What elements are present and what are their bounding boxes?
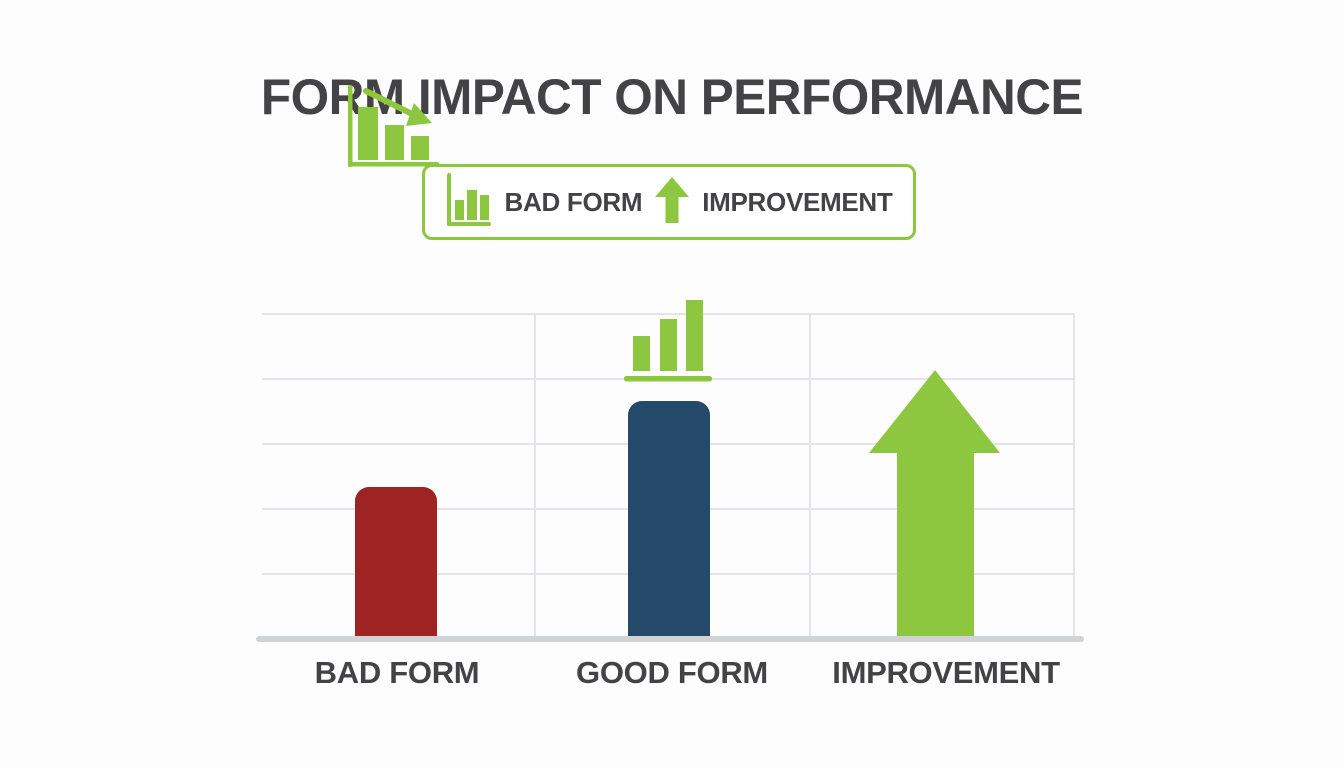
v-gridline bbox=[1073, 313, 1075, 638]
h-gridline bbox=[262, 313, 1075, 315]
v-gridline bbox=[809, 313, 811, 638]
v-gridline bbox=[534, 313, 536, 638]
page-title: FORM IMPACT ON PERFORMANCE bbox=[260, 69, 1084, 125]
legend-label-improvement: IMPROVEMENT bbox=[702, 186, 893, 217]
x-axis-baseline bbox=[256, 636, 1084, 642]
axis-label-bad-form: BAD FORM bbox=[314, 655, 480, 690]
legend-box: BAD FORM IMPROVEMENT bbox=[422, 164, 916, 240]
legend-label-bad-form: BAD FORM bbox=[504, 186, 643, 217]
rising-bar-chart-icon bbox=[624, 298, 712, 387]
chart-plot-area bbox=[262, 85, 1075, 638]
up-arrow-icon bbox=[655, 176, 690, 228]
axis-label-improvement: IMPROVEMENT bbox=[832, 655, 1060, 690]
declining-bar-chart-icon bbox=[346, 83, 440, 176]
bar-chart-icon bbox=[446, 172, 492, 233]
bar-good-form bbox=[628, 401, 710, 638]
axis-label-good-form: GOOD FORM bbox=[576, 655, 768, 690]
bar-bad-form bbox=[355, 487, 437, 638]
improvement-up-arrow bbox=[869, 370, 1000, 638]
